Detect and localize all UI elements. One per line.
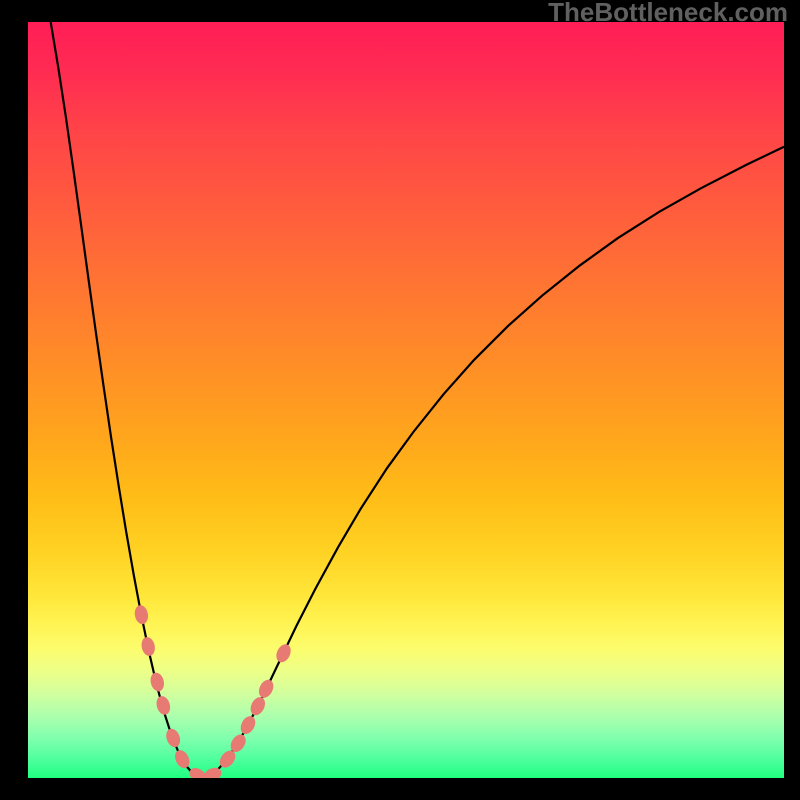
watermark-text: TheBottleneck.com [548,0,788,28]
plot-area [28,22,784,778]
gradient-background [28,22,784,778]
